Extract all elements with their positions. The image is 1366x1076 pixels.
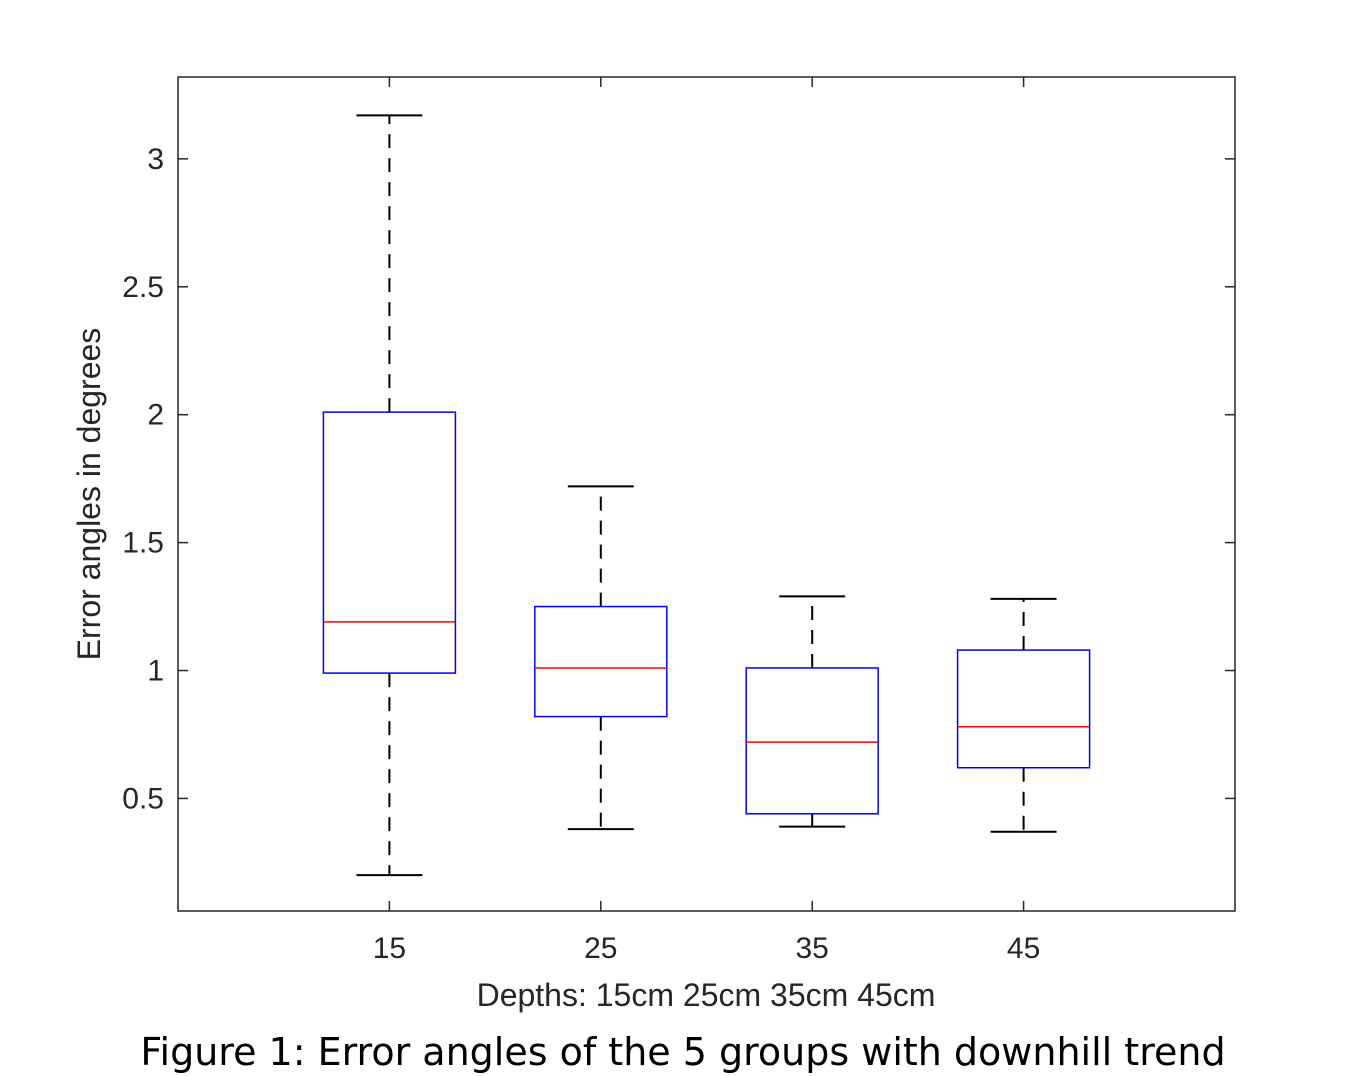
plot-area bbox=[177, 76, 1236, 912]
y-tick-label: 2 bbox=[147, 399, 164, 432]
y-axis-label: Error angles in degrees bbox=[71, 328, 107, 661]
y-tick-label: 1 bbox=[147, 655, 164, 688]
figure-caption: Figure 1: Error angles of the 5 groups w… bbox=[140, 1030, 1226, 1074]
box-15 bbox=[322, 114, 457, 877]
iqr-box bbox=[534, 605, 668, 718]
boxplot-chart: 0.5 1 1.5 2 2.5 3 15 25 35 45 Depths: 15cm 25cm 3… bbox=[71, 76, 1236, 1013]
box-35 bbox=[745, 595, 879, 828]
axis-ticks: 0.5 1 1.5 2 2.5 3 15 25 35 45 bbox=[122, 77, 1235, 965]
iqr-box bbox=[322, 411, 457, 674]
iqr-box bbox=[956, 649, 1091, 769]
box-45 bbox=[956, 597, 1091, 833]
x-tick-label: 45 bbox=[1007, 932, 1040, 965]
y-tick-label: 1.5 bbox=[122, 527, 164, 560]
y-tick-label: 3 bbox=[147, 143, 164, 176]
boxes-group bbox=[322, 114, 1091, 877]
x-tick-label: 15 bbox=[373, 932, 406, 965]
y-tick-label: 0.5 bbox=[122, 782, 164, 815]
x-tick-label: 35 bbox=[796, 932, 829, 965]
x-axis-label: Depths: 15cm 25cm 35cm 45cm bbox=[477, 977, 936, 1013]
iqr-box bbox=[745, 667, 879, 815]
x-tick-label: 25 bbox=[584, 932, 617, 965]
y-tick-label: 2.5 bbox=[122, 271, 164, 304]
box-25 bbox=[534, 485, 668, 831]
